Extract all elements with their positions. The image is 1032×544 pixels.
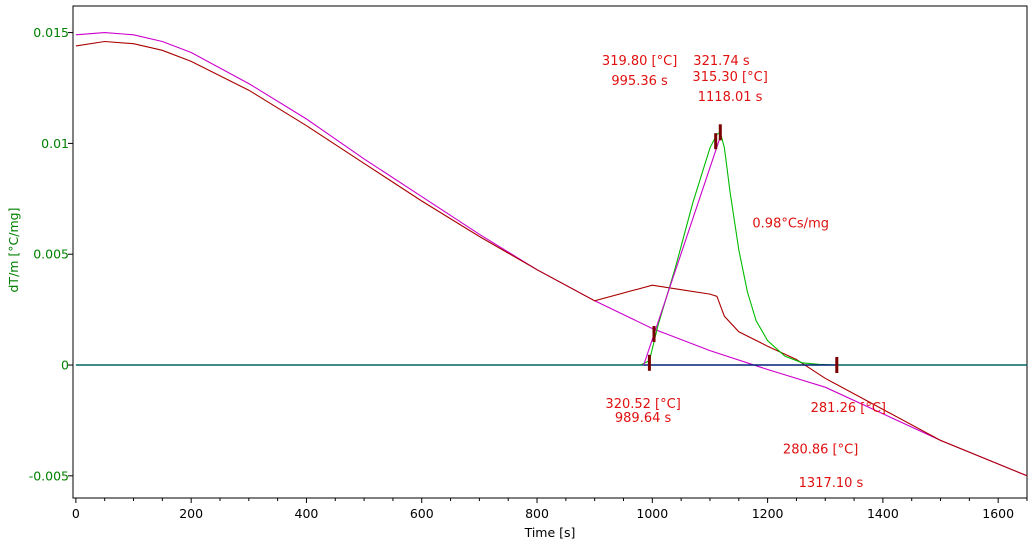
x-tick-label: 200	[179, 506, 203, 521]
y-tick-label: 0	[61, 358, 69, 373]
marker-layer	[647, 124, 839, 373]
annotation-label-6: 320.52 [°C]	[605, 397, 680, 412]
annotation-label-2: 321.74 s	[693, 54, 750, 69]
annotation-label-4: 1118.01 s	[698, 90, 763, 105]
annotation-label-9: 280.86 [°C]	[783, 443, 858, 458]
annotation-label-8: 281.26 [°C]	[811, 401, 886, 416]
y-axis-ticks: -0.005 0 0.005 0.01 0.015	[29, 25, 73, 483]
y-tick-label: -0.005	[29, 468, 69, 483]
x-tick-label: 600	[410, 506, 434, 521]
y-axis-label: dT/m [°C/mg]	[6, 208, 21, 293]
series-line-5	[643, 136, 721, 366]
annotation-label-5: 0.98°Cs/mg	[752, 217, 829, 232]
y-tick-label: 0.015	[33, 25, 69, 40]
x-tick-label: 800	[525, 506, 549, 521]
x-tick-label: 1400	[867, 506, 899, 521]
series-layer	[75, 32, 1028, 477]
plot-frame	[72, 5, 1028, 499]
x-tick-label: 1600	[982, 506, 1014, 521]
annotation-label-0: 319.80 [°C]	[602, 54, 677, 69]
event-marker-1	[652, 326, 656, 342]
x-axis-label: Time [s]	[524, 525, 576, 540]
x-tick-label: 0	[72, 506, 80, 521]
event-marker-0	[647, 354, 651, 371]
event-marker-2	[714, 133, 718, 150]
event-marker-3	[718, 124, 722, 141]
x-tick-label: 400	[295, 506, 319, 521]
annotation-label-7: 989.64 s	[615, 411, 672, 426]
annotation-label-1: 995.36 s	[611, 74, 668, 89]
annotation-label-10: 1317.10 s	[799, 476, 864, 491]
x-tick-label: 1200	[752, 506, 784, 521]
x-axis-ticks: 0 200 400 600 800 1000 1200 1400 1600	[72, 498, 1028, 521]
series-line-2	[640, 131, 1027, 366]
series-line-0	[75, 32, 1028, 477]
x-tick-label: 1000	[636, 506, 668, 521]
y-tick-label: 0.01	[41, 136, 69, 151]
annotation-label-3: 315.30 [°C]	[692, 70, 767, 85]
y-tick-label: 0.005	[33, 247, 69, 262]
event-marker-4	[835, 357, 839, 373]
